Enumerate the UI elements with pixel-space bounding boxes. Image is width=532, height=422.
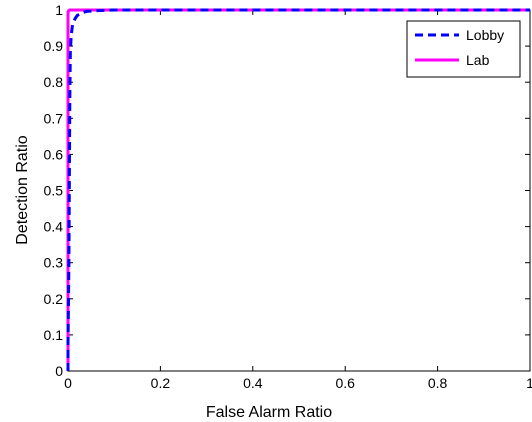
y-tick-label: 0.7 <box>44 110 64 126</box>
y-tick-label: 0.4 <box>44 219 64 235</box>
y-tick-label: 0.6 <box>44 146 64 162</box>
legend-label-lobby: Lobby <box>466 27 504 43</box>
x-tick-label: 0.4 <box>243 375 263 391</box>
y-tick-label: 0.8 <box>44 74 64 90</box>
x-tick-label: 0 <box>64 375 72 391</box>
series-layer <box>66 8 530 371</box>
x-axis-title: False Alarm Ratio <box>206 404 332 421</box>
y-tick-label: 0.5 <box>44 183 64 199</box>
x-axis: 0 0.2 0.4 0.6 0.8 1 <box>64 10 532 391</box>
y-tick-label: 1 <box>55 2 63 18</box>
y-axis: 0 0.1 0.2 0.3 0.4 0.5 0.6 0.7 0.8 0.9 1 <box>44 2 530 379</box>
x-tick-label: 1 <box>526 375 532 391</box>
x-tick-label: 0.2 <box>151 375 171 391</box>
legend-box <box>406 20 521 78</box>
x-tick-label: 0.6 <box>335 375 355 391</box>
y-tick-label: 0.9 <box>44 38 64 54</box>
y-tick-label: 0 <box>55 363 63 379</box>
y-tick-label: 0.1 <box>44 327 64 343</box>
legend: Lobby Lab <box>406 20 521 78</box>
y-tick-label: 0.2 <box>44 291 64 307</box>
series-line-lobby <box>66 8 530 371</box>
legend-label-lab: Lab <box>466 52 490 68</box>
y-tick-label: 0.3 <box>44 255 64 271</box>
x-tick-label: 0.8 <box>428 375 448 391</box>
y-axis-title: Detection Ratio <box>14 135 31 244</box>
